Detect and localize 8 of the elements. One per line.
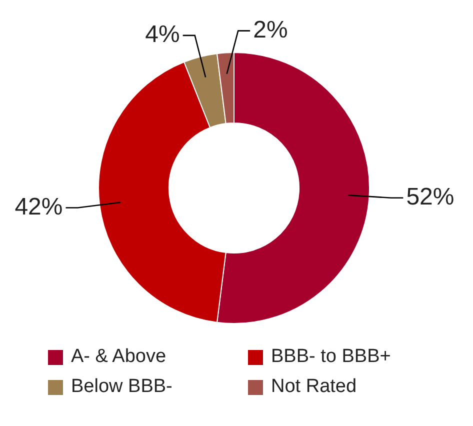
legend-label: BBB- to BBB+ <box>271 346 391 368</box>
data-label: 52% <box>406 184 454 211</box>
data-label: 2% <box>253 16 288 44</box>
data-label: 4% <box>145 21 180 48</box>
legend-label: Not Rated <box>271 376 357 398</box>
data-label: 42% <box>14 193 63 220</box>
legend-label: Below BBB- <box>71 376 172 398</box>
legend-label: A- & Above <box>71 346 166 368</box>
